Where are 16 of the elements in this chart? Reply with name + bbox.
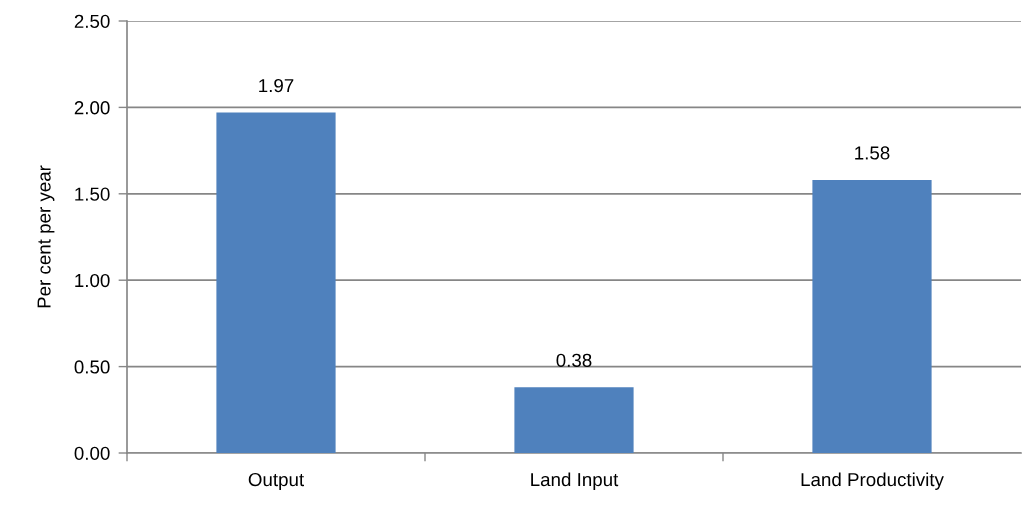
y-tick-label: 2.50 — [74, 14, 110, 28]
data-label: 1.97 — [259, 78, 294, 93]
bar — [514, 387, 634, 453]
y-tick-label: 0.50 — [74, 360, 110, 374]
y-tick-label: 0.00 — [74, 446, 110, 460]
y-tick-label: 1.00 — [75, 273, 110, 288]
x-tick-label: Land Input — [531, 472, 619, 490]
y-axis-title: Per cent per year — [37, 165, 55, 308]
y-tick-label: 2.00 — [74, 101, 110, 115]
data-label: 0.38 — [556, 353, 592, 367]
bar — [812, 179, 932, 453]
data-label: 1.58 — [855, 146, 890, 160]
y-tick-label: 1.50 — [75, 187, 110, 201]
x-tick-label: Land Productivity — [801, 472, 944, 490]
bar — [216, 112, 336, 453]
x-tick-label: Output — [248, 472, 305, 490]
